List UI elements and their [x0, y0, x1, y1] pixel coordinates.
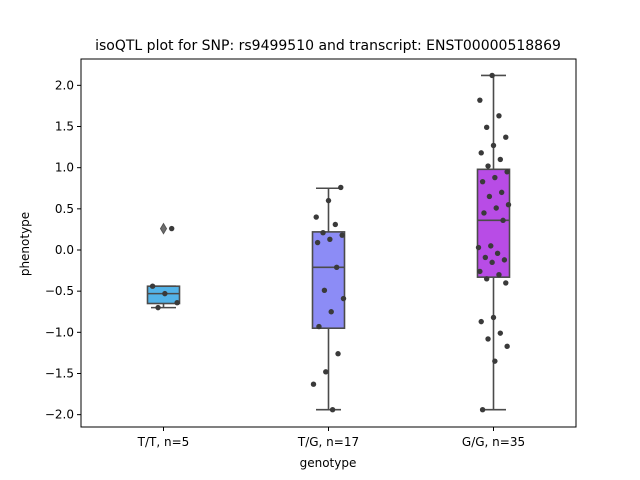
chart-title: isoQTL plot for SNP: rs9499510 and trans… [95, 38, 561, 54]
data-point [493, 205, 499, 211]
data-point [492, 174, 498, 181]
plot-area [146, 72, 512, 413]
y-tick-label: −2.0 [45, 408, 74, 422]
data-point [314, 239, 321, 246]
data-point [497, 156, 504, 163]
data-point [488, 243, 494, 249]
data-point [494, 250, 501, 256]
data-point [162, 290, 168, 297]
data-point [477, 97, 483, 103]
data-point [475, 244, 482, 251]
y-tick-label: −1.0 [45, 325, 74, 339]
data-point [492, 358, 498, 364]
y-tick-label: −1.5 [45, 366, 74, 380]
data-point [339, 232, 345, 238]
data-point [498, 189, 505, 196]
data-point [332, 221, 339, 228]
data-point [323, 369, 329, 375]
data-point [320, 230, 326, 236]
data-point [497, 330, 504, 336]
data-point [496, 113, 502, 119]
data-point [321, 287, 328, 294]
data-point [149, 283, 156, 289]
data-point [479, 178, 486, 185]
data-point [483, 276, 490, 282]
data-point [485, 163, 491, 169]
data-point [328, 309, 334, 315]
data-point [503, 280, 509, 286]
data-point [483, 124, 490, 131]
x-tick-label: T/G, n=17 [297, 435, 359, 449]
data-point [485, 336, 491, 342]
data-point [174, 299, 180, 306]
data-point [505, 202, 512, 208]
y-tick-label: 1.5 [55, 120, 74, 134]
data-point [313, 214, 319, 220]
data-point [503, 134, 509, 140]
data-point [155, 304, 161, 311]
y-tick-label: 0.0 [55, 243, 74, 257]
outlier-marker [159, 222, 168, 235]
data-point [477, 268, 483, 275]
x-tick-label: T/T, n=5 [137, 435, 190, 449]
data-point [168, 225, 175, 232]
data-point [489, 259, 495, 266]
data-point [481, 210, 487, 216]
y-tick-label: 0.5 [55, 202, 74, 216]
data-point [504, 169, 510, 175]
y-tick-label: −0.5 [45, 284, 74, 298]
y-axis-label: phenotype [18, 212, 32, 276]
data-point [340, 295, 347, 302]
data-point [501, 257, 508, 263]
axes: 2.0 1.5 1.0 0.5 0.0 −0.5 −1.0 −1.5 −2.0 T/T, n=5 T… [45, 58, 577, 449]
data-point [489, 72, 495, 79]
data-point [327, 236, 333, 242]
data-point [316, 323, 322, 330]
box-group [311, 187, 346, 411]
y-tick-label: 1.0 [55, 161, 74, 175]
data-point [500, 217, 506, 224]
data-point [478, 150, 484, 156]
data-point [486, 193, 493, 200]
data-point [325, 197, 332, 204]
box-group [476, 74, 511, 411]
data-point [329, 407, 336, 413]
y-tick-label: 2.0 [55, 78, 74, 92]
data-point [333, 264, 340, 270]
data-point [490, 314, 497, 321]
x-tick-label: G/G, n=35 [462, 435, 525, 449]
data-point [478, 318, 484, 325]
data-point [496, 271, 502, 278]
data-point [504, 343, 510, 350]
box-iqr [311, 231, 346, 330]
data-point [335, 351, 341, 357]
data-point [482, 254, 489, 261]
data-point [310, 381, 317, 387]
data-point [490, 142, 497, 149]
data-point [338, 184, 344, 191]
data-point [479, 407, 486, 413]
x-axis-label: genotype [300, 456, 357, 470]
